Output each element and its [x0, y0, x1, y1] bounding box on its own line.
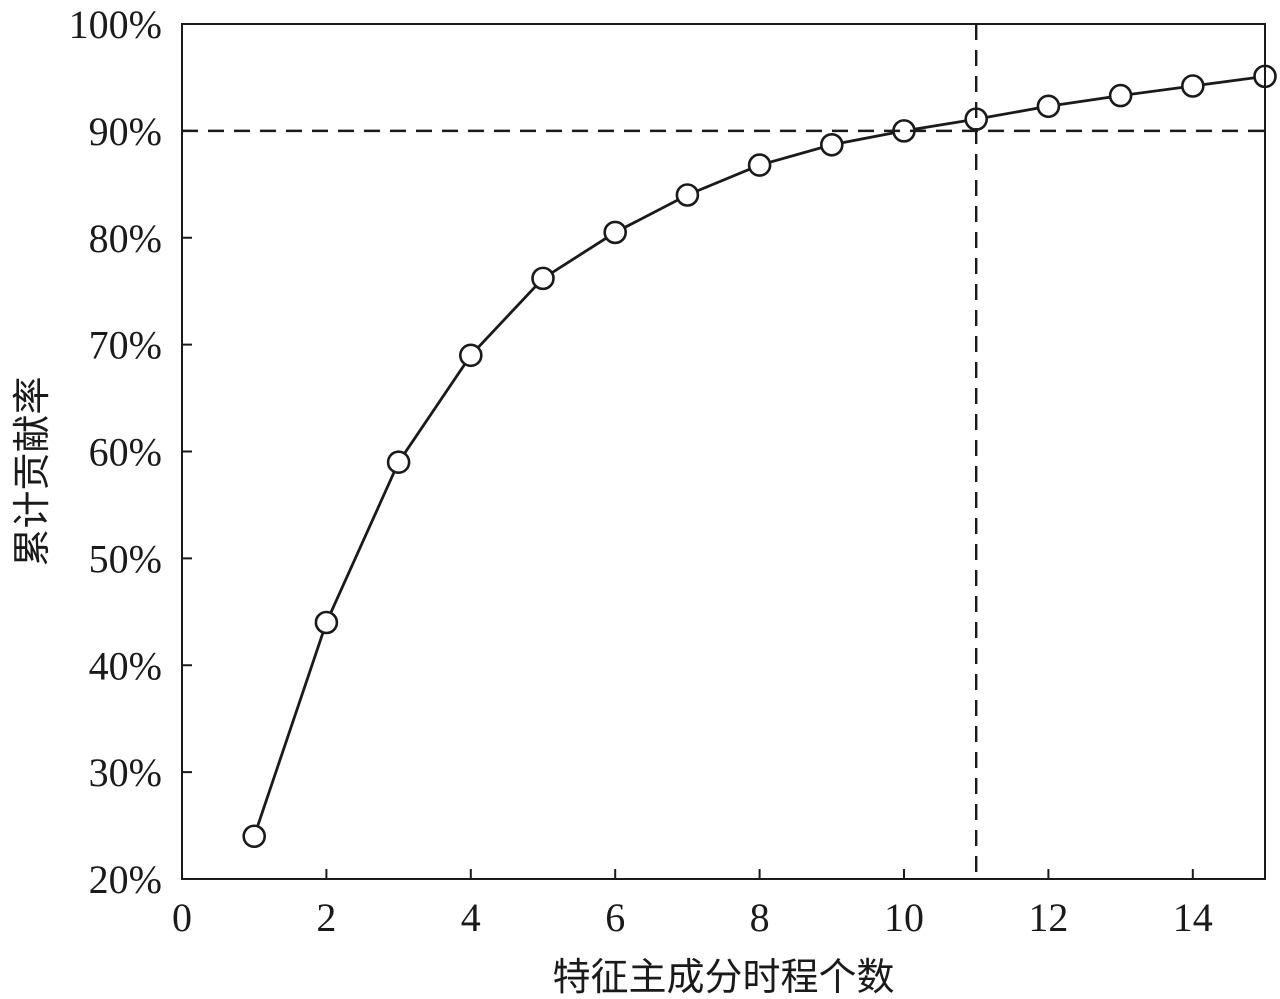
data-point: [458, 343, 483, 368]
reference-lines: [182, 24, 1265, 879]
data-point: [531, 266, 555, 291]
plot-frame: [181, 23, 1266, 880]
x-axis-title: 特征主成分时程个数: [552, 955, 894, 999]
y-tick-label: 40%: [89, 643, 162, 688]
data-point: [819, 132, 844, 157]
y-tick-label: 30%: [89, 750, 162, 795]
data-point: [1181, 74, 1205, 98]
x-tick-label: 14: [1173, 895, 1213, 940]
plot-area: [242, 64, 1277, 849]
data-point: [1036, 94, 1061, 119]
x-tick-label: 2: [316, 895, 336, 940]
data-point: [242, 824, 266, 849]
y-tick-label: 20%: [89, 857, 162, 902]
y-tick-label: 60%: [89, 430, 162, 475]
data-point: [1108, 83, 1133, 108]
y-tick-label: 90%: [89, 109, 162, 154]
data-point: [386, 450, 411, 474]
x-tick-label: 12: [1028, 895, 1068, 940]
y-tick-label: 50%: [89, 536, 162, 581]
y-axis-title: 累计贡献率: [10, 376, 54, 566]
y-axis: 20% 30% 40% 50% 60% 70% 80% 90% 100%: [69, 2, 192, 902]
y-tick-label: 100%: [69, 2, 162, 47]
x-tick-label: 10: [884, 895, 924, 940]
x-tick-label: 0: [172, 895, 192, 940]
x-tick-label: 6: [605, 895, 625, 940]
y-tick-label: 80%: [89, 216, 162, 261]
data-point: [314, 610, 339, 635]
x-tick-label: 4: [461, 895, 481, 940]
data-point: [603, 220, 628, 245]
data-point: [675, 183, 700, 207]
x-axis: 0 2 4 6 8 10 12 14: [172, 869, 1213, 940]
data-point: [747, 153, 772, 177]
x-tick-label: 8: [750, 895, 770, 940]
y-tick-label: 70%: [89, 323, 162, 368]
